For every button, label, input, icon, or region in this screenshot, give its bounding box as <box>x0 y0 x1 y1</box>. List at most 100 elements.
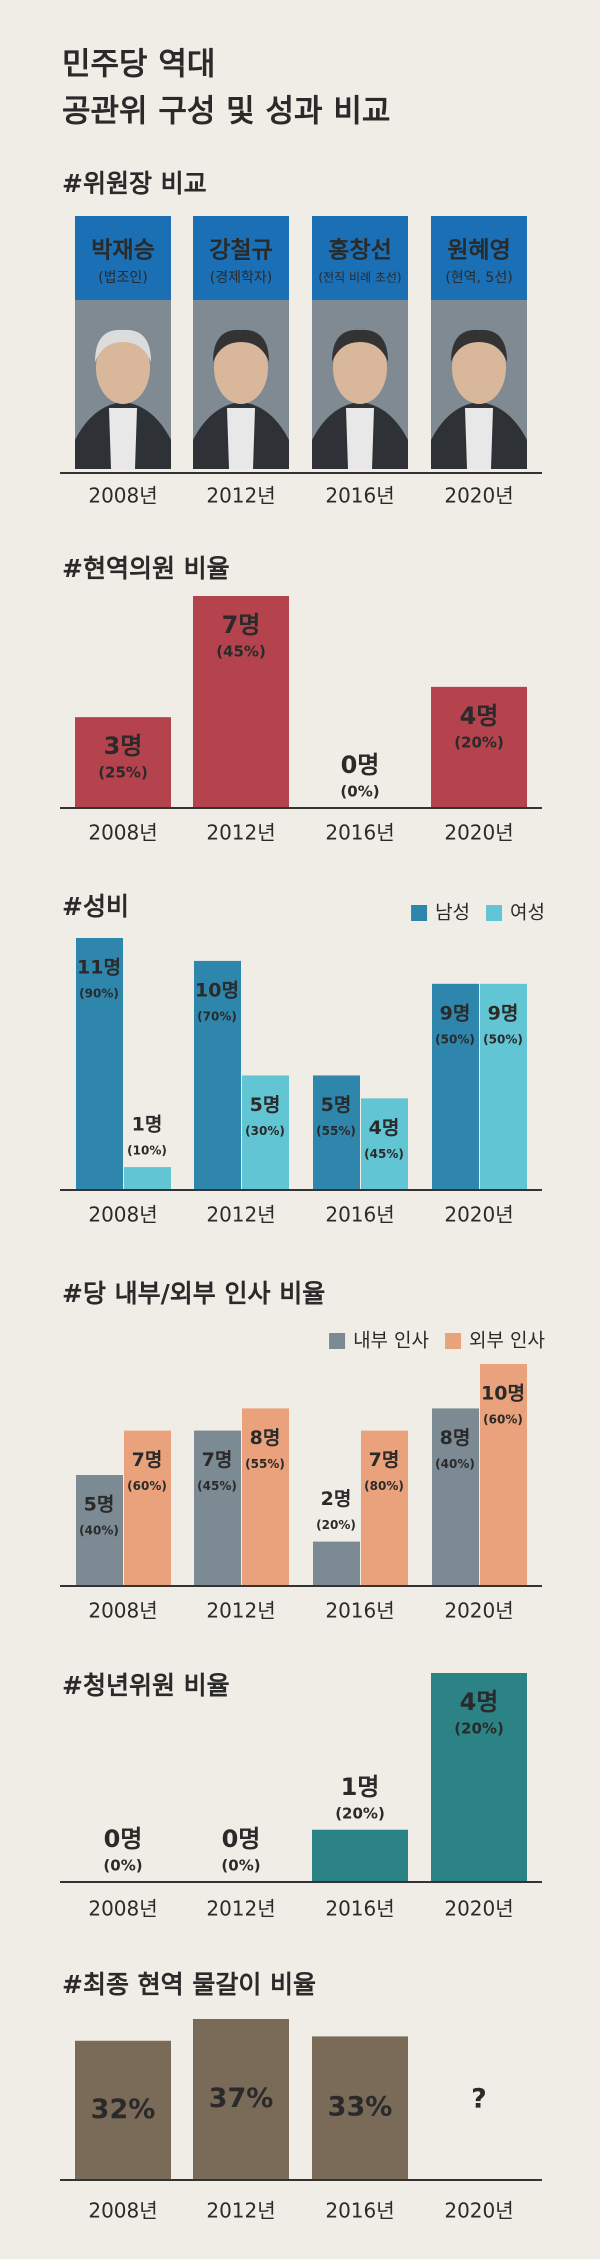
share-label: (55%) <box>316 1124 356 1138</box>
legend-label: 외부 인사 <box>469 1330 545 1352</box>
bar <box>124 1430 171 1586</box>
photo-shirt <box>346 408 374 469</box>
title-line: 민주당 역대 <box>62 47 215 83</box>
value-label: 5명 <box>84 1494 115 1516</box>
value-label: 0명 <box>341 751 380 779</box>
year-label: 2016년 <box>325 2199 394 2223</box>
bar <box>312 1829 408 1882</box>
bar <box>193 2019 289 2180</box>
value-label: 5명 <box>321 1094 352 1116</box>
share-label: (25%) <box>98 764 148 782</box>
chair-name: 원혜영 <box>447 238 510 264</box>
photo-head <box>96 332 150 404</box>
year-label: 2008년 <box>88 1897 157 1921</box>
share-label: (0%) <box>340 783 379 801</box>
value-label: 4명 <box>369 1117 400 1139</box>
share-label: (40%) <box>79 1524 119 1538</box>
section-heading: #현역의원 비율 <box>62 554 230 583</box>
value-label: 4명 <box>460 1688 499 1716</box>
year-label: 2008년 <box>88 1203 157 1227</box>
value-label: 9명 <box>488 1002 519 1024</box>
legend-swatch <box>486 905 503 921</box>
photo-head <box>452 332 506 404</box>
share-label: (40%) <box>435 1457 475 1471</box>
year-label: 2020년 <box>444 1599 513 1623</box>
section-heading: #청년위원 비율 <box>62 1671 230 1700</box>
year-label: 2012년 <box>206 1599 275 1623</box>
value-label: 32% <box>91 2094 156 2125</box>
value-label: 7명 <box>369 1449 400 1471</box>
bar <box>313 1541 360 1586</box>
share-label: (20%) <box>454 1720 504 1738</box>
bar <box>480 1364 527 1586</box>
year-label: 2012년 <box>206 1897 275 1921</box>
photo-shirt <box>109 408 137 469</box>
share-label: (60%) <box>127 1479 167 1493</box>
value-label: 1명 <box>132 1114 163 1136</box>
bar <box>242 1408 289 1586</box>
bar <box>361 1098 408 1190</box>
value-label: 10명 <box>481 1383 525 1405</box>
value-label: 10명 <box>195 979 239 1001</box>
year-label: 2016년 <box>325 821 394 845</box>
chair-note: (전직 비례 초선) <box>318 271 401 285</box>
section-heading: #당 내부/외부 인사 비율 <box>62 1279 325 1308</box>
chair-name: 박재승 <box>91 238 154 264</box>
section-heading: #최종 현역 물갈이 비율 <box>62 1970 316 1999</box>
chair-name: 홍창선 <box>328 238 391 264</box>
bar <box>124 1167 171 1190</box>
share-label: (20%) <box>454 733 504 751</box>
photo-shirt <box>465 408 493 469</box>
legend-swatch <box>411 905 428 921</box>
value-label: ? <box>471 2084 487 2115</box>
value-label: 0명 <box>104 1825 143 1853</box>
share-label: (80%) <box>364 1479 404 1493</box>
bar <box>193 596 289 808</box>
year-label: 2016년 <box>325 1203 394 1227</box>
legend-label: 내부 인사 <box>353 1330 429 1352</box>
value-label: 37% <box>209 2083 274 2114</box>
share-label: (45%) <box>197 1479 237 1493</box>
share-label: (90%) <box>79 987 119 1001</box>
bar <box>432 1408 479 1586</box>
bar <box>194 1430 241 1586</box>
value-label: 3명 <box>104 732 143 760</box>
share-label: (55%) <box>245 1457 285 1471</box>
bar <box>313 1075 360 1190</box>
photo-hair <box>451 329 507 362</box>
share-label: (10%) <box>127 1144 167 1158</box>
photo-head <box>214 332 268 404</box>
chair-note: (경제학자) <box>210 270 272 286</box>
year-label: 2020년 <box>444 821 513 845</box>
section-heading: #위원장 비교 <box>62 169 207 198</box>
year-label: 2020년 <box>444 484 513 508</box>
value-label: 2명 <box>321 1488 352 1510</box>
year-label: 2012년 <box>206 484 275 508</box>
year-label: 2016년 <box>325 1897 394 1921</box>
value-label: 8명 <box>440 1427 471 1449</box>
year-label: 2012년 <box>206 821 275 845</box>
share-label: (20%) <box>316 1518 356 1532</box>
year-label: 2016년 <box>325 484 394 508</box>
value-label: 0명 <box>222 1825 261 1853</box>
value-label: 33% <box>328 2092 393 2123</box>
year-label: 2008년 <box>88 484 157 508</box>
value-label: 9명 <box>440 1002 471 1024</box>
year-label: 2008년 <box>88 821 157 845</box>
title-line: 공관위 구성 및 성과 비교 <box>62 94 390 130</box>
value-label: 1명 <box>341 1773 380 1801</box>
share-label: (50%) <box>483 1032 523 1046</box>
chair-note: (법조인) <box>98 270 148 286</box>
year-label: 2016년 <box>325 1599 394 1623</box>
share-label: (45%) <box>364 1147 404 1161</box>
bar <box>76 1475 123 1586</box>
value-label: 7명 <box>132 1449 163 1471</box>
bar <box>431 1673 527 1882</box>
value-label: 11명 <box>77 957 121 979</box>
year-label: 2012년 <box>206 1203 275 1227</box>
photo-hair <box>332 329 388 362</box>
year-label: 2008년 <box>88 2199 157 2223</box>
bar <box>75 2040 171 2180</box>
value-label: 5명 <box>250 1094 281 1116</box>
